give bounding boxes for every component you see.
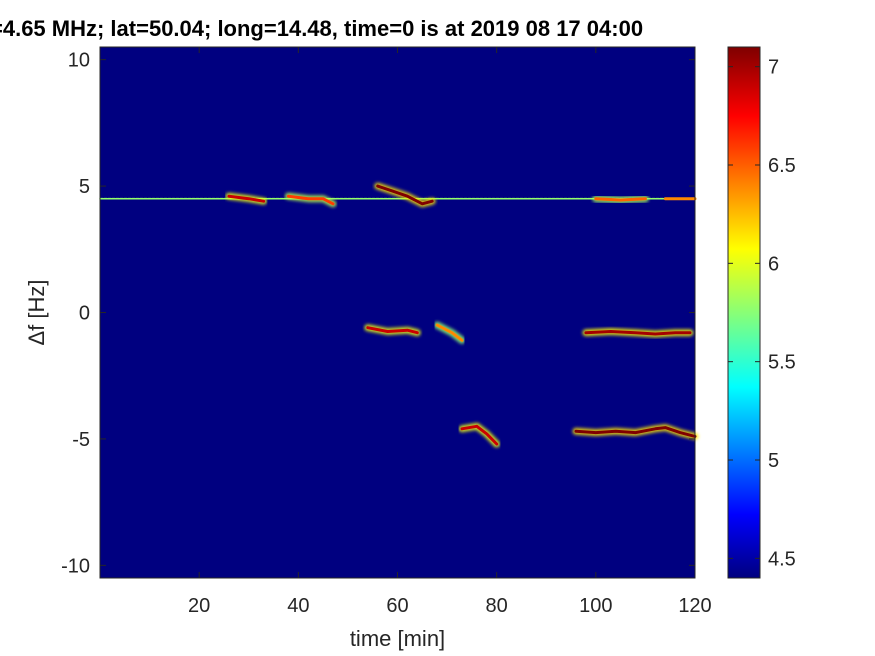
signal-trace <box>286 194 335 206</box>
x-tick-label: 60 <box>386 595 408 617</box>
x-tick-label: 20 <box>188 595 210 617</box>
x-tick-label: 100 <box>579 595 612 617</box>
colorbar-tick-label: 5 <box>768 450 779 472</box>
plot-area <box>98 47 699 578</box>
colorbar-tick-label: 7 <box>768 57 779 79</box>
y-tick-label: 0 <box>79 303 90 325</box>
signal-trace <box>227 194 266 203</box>
y-tick-label: -10 <box>61 555 90 577</box>
signal-trace <box>366 326 419 335</box>
axes: 20 40 60 80 100 120 10 5 0 -5 -10 time [min] Δf [Hz] <box>24 46 712 651</box>
colorbar-tick-label: 6 <box>768 253 779 275</box>
y-tick-label: 10 <box>68 50 90 72</box>
colorbar: 4.5 5 5.5 6 6.5 7 <box>727 46 796 579</box>
colorbar-frame <box>727 46 761 579</box>
x-tick-label: 120 <box>678 595 711 617</box>
x-tick-label: 80 <box>486 595 508 617</box>
signal-trace <box>460 424 499 446</box>
y-tick-label: 5 <box>79 176 90 198</box>
y-axis-label: Δf [Hz] <box>24 279 49 345</box>
signal-trace <box>435 323 464 342</box>
colorbar-tick-label: 4.5 <box>768 548 796 570</box>
y-tick-label: -5 <box>72 429 90 451</box>
colorbar-tick-label: 6.5 <box>768 155 796 177</box>
signal-trace <box>376 184 434 206</box>
plot-background <box>100 47 695 578</box>
colorbar-gradient <box>728 47 760 578</box>
x-axis-label: time [min] <box>350 626 445 651</box>
chart-title: =4.65 MHz; lat=50.04; long=14.48, time=0… <box>0 16 644 41</box>
signal-trace <box>574 426 697 438</box>
colorbar-tick-label: 5.5 <box>768 352 796 374</box>
x-tick-label: 40 <box>287 595 309 617</box>
signal-trace <box>584 330 692 336</box>
signal-trace <box>594 197 647 202</box>
